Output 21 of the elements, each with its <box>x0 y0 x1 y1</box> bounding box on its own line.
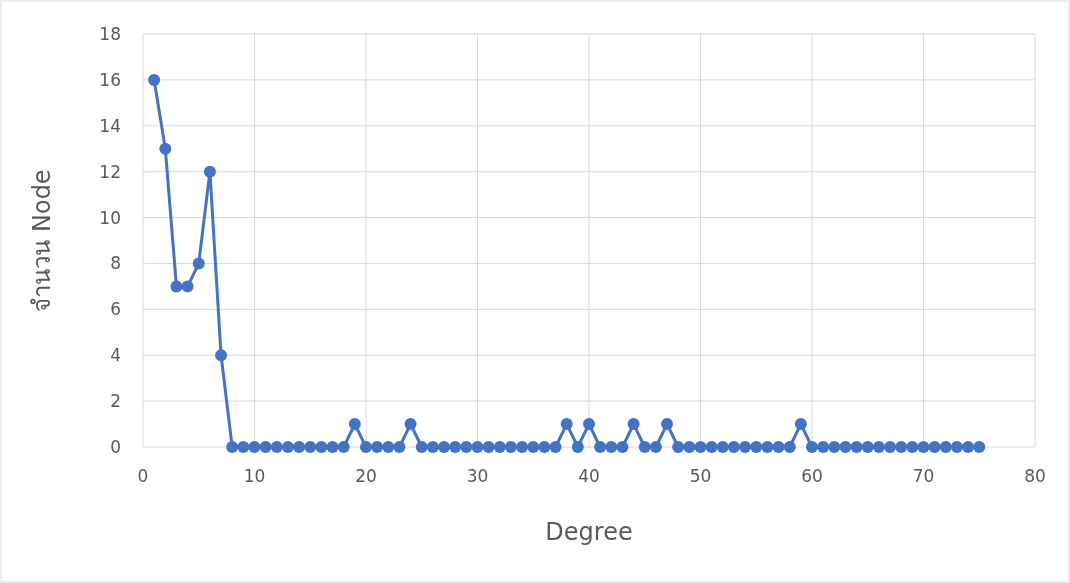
y-tick-label: 4 <box>110 345 121 366</box>
y-tick-label: 12 <box>99 161 121 182</box>
x-tick-label: 0 <box>137 466 149 486</box>
y-tick-label: 10 <box>99 207 121 228</box>
x-tick-label: 40 <box>578 466 600 486</box>
x-axis-title: Degree <box>545 518 633 546</box>
y-tick-label: 16 <box>99 69 121 90</box>
x-tick-label: 60 <box>801 466 823 486</box>
y-tick-label: 6 <box>110 299 121 320</box>
x-tick-label: 20 <box>355 466 377 486</box>
y-tick-label: 8 <box>110 253 121 274</box>
x-tick-label: 10 <box>243 466 266 486</box>
y-tick-label: 18 <box>99 24 121 44</box>
y-tick-label: 14 <box>99 115 121 136</box>
x-tick-label: 70 <box>912 466 935 486</box>
y-axis-title: จำนวน Node <box>28 169 56 312</box>
y-tick-label: 0 <box>110 437 121 457</box>
x-tick-label: 80 <box>1024 466 1046 486</box>
x-tick-label: 50 <box>689 466 712 486</box>
x-tick-label: 30 <box>466 466 489 486</box>
y-tick-label: 2 <box>110 391 121 412</box>
